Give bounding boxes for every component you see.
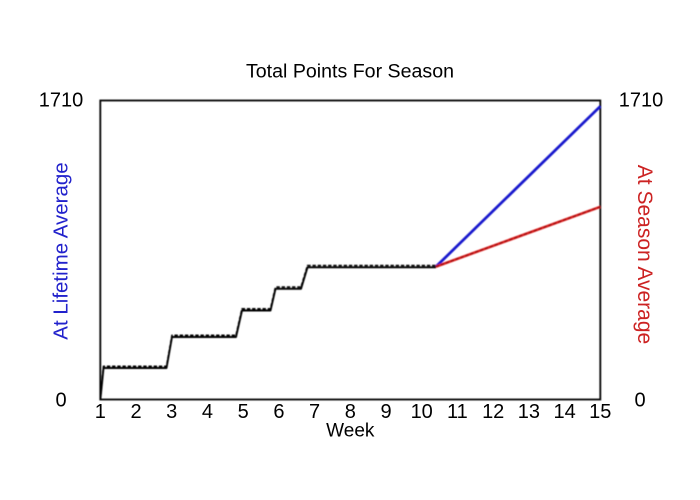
svg-text:7: 7: [309, 401, 320, 423]
svg-text:0: 0: [55, 390, 66, 412]
svg-text:8: 8: [345, 401, 356, 423]
svg-text:11: 11: [447, 401, 468, 423]
svg-text:6: 6: [273, 401, 284, 423]
svg-text:1710: 1710: [39, 90, 84, 112]
svg-text:0: 0: [634, 390, 645, 412]
svg-text:2: 2: [130, 401, 141, 423]
svg-text:5: 5: [238, 401, 249, 423]
svg-text:12: 12: [482, 401, 504, 423]
svg-text:4: 4: [202, 401, 213, 423]
svg-text:1: 1: [95, 401, 106, 423]
svg-text:13: 13: [518, 401, 540, 423]
svg-text:14: 14: [553, 401, 575, 423]
svg-text:Week: Week: [326, 420, 375, 441]
svg-text:1710: 1710: [619, 90, 664, 112]
svg-text:At Lifetime Average: At Lifetime Average: [50, 162, 73, 339]
svg-text:3: 3: [166, 401, 177, 423]
svg-text:9: 9: [380, 401, 391, 423]
svg-text:At Season Average: At Season Average: [633, 165, 656, 344]
svg-text:10: 10: [411, 401, 433, 423]
svg-text:15: 15: [589, 401, 611, 423]
svg-text:Total Points For Season: Total Points For Season: [246, 61, 454, 83]
